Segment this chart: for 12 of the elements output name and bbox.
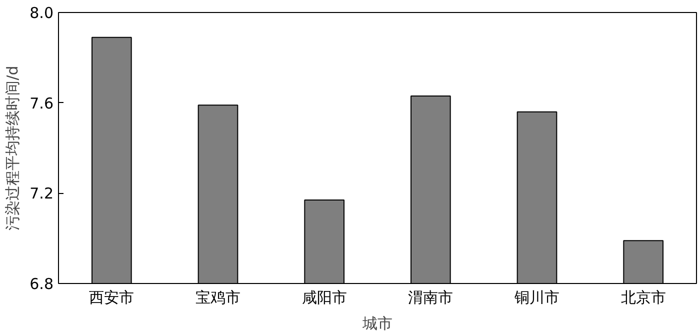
y-tick-label: 6.8 [30,275,54,293]
y-tick-label: 7.2 [30,184,54,203]
x-tick-label: 北京市 [620,288,666,306]
x-tick-label: 咸阳市 [302,288,347,306]
x-tick-label: 铜川市 [514,288,560,306]
x-tick-label: 渭南市 [408,288,454,306]
y-axis-title: 污染过程平均持续时间/d [4,66,22,230]
y-tick-label: 7.6 [30,94,54,112]
x-tick-label: 宝鸡市 [196,288,240,306]
y-tick-label: 8.0 [30,4,54,22]
x-tick-label: 西安市 [89,288,134,306]
x-axis-title: 城市 [362,314,392,332]
